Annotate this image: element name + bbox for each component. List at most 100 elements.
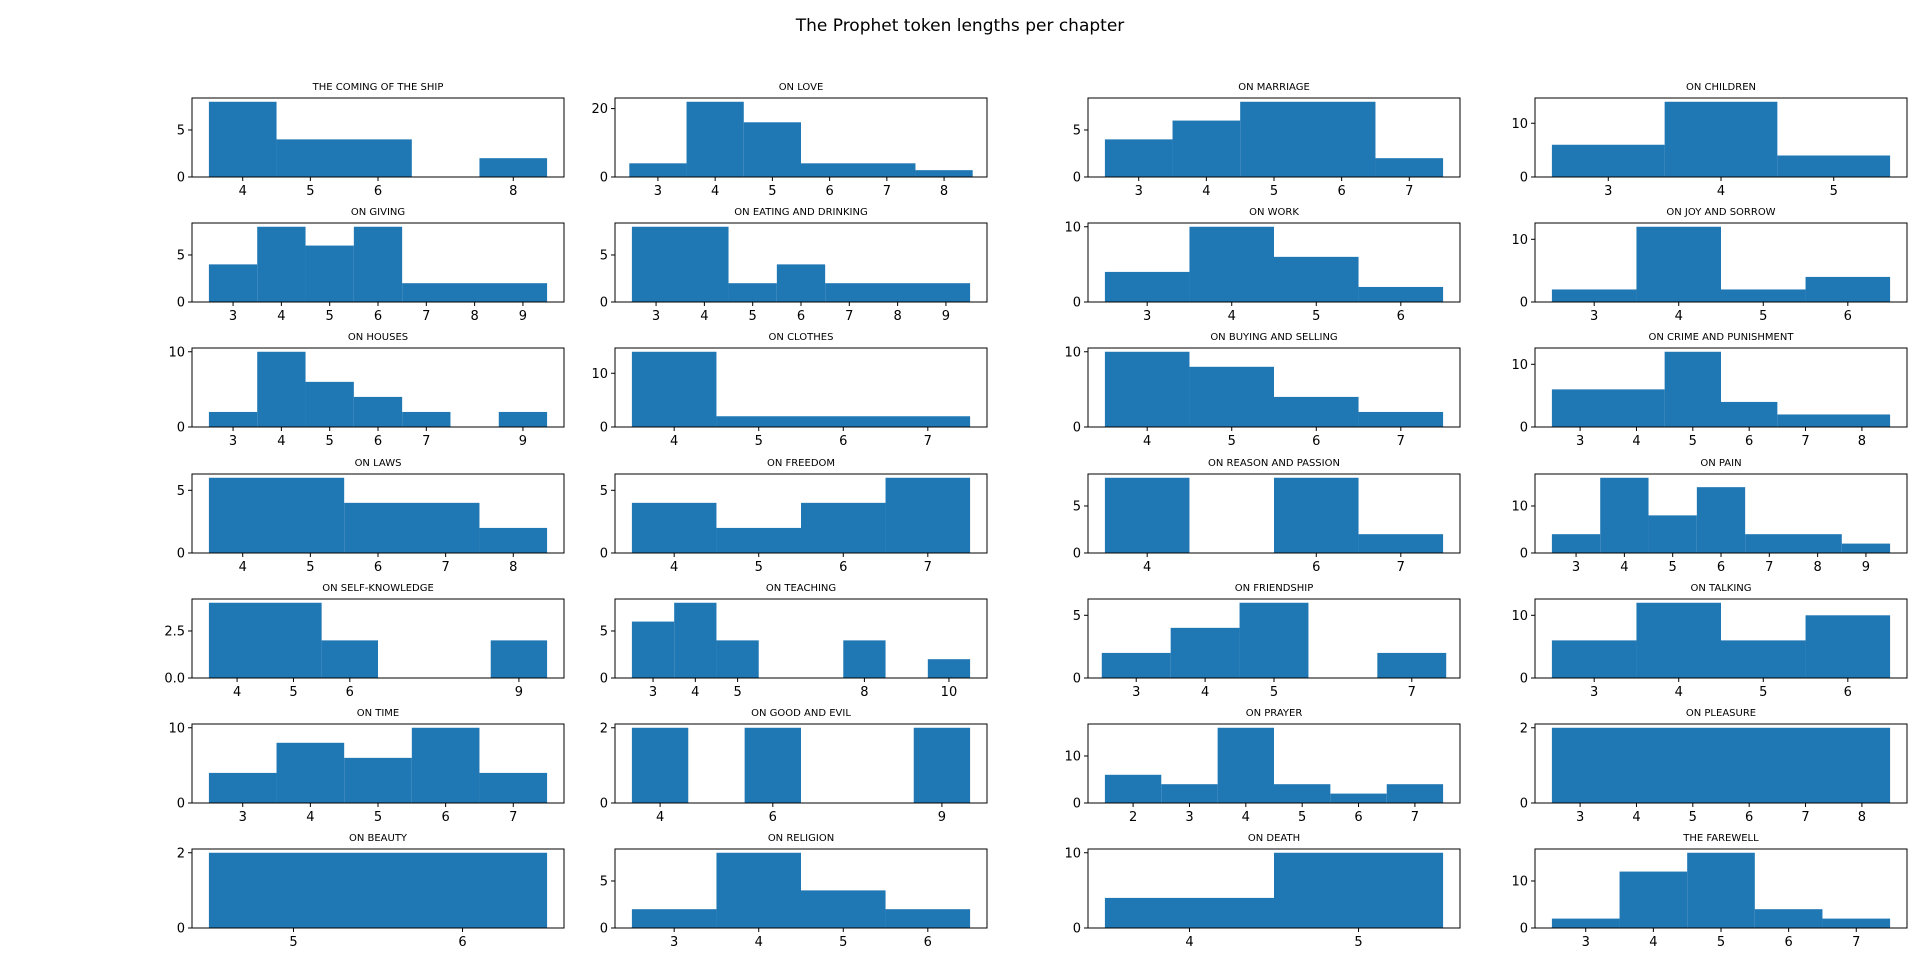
x-tick-label: 6 bbox=[769, 810, 777, 825]
y-tick-label: 0 bbox=[1073, 672, 1081, 687]
histogram-bar bbox=[716, 852, 801, 928]
subplot-19: ON FRIENDSHIP 3 4 5 7 0 5 bbox=[1073, 583, 1461, 700]
subplot-13: ON LAWS 4 5 6 7 8 0 5 bbox=[177, 458, 565, 575]
x-tick-label: 7 bbox=[1397, 434, 1405, 449]
x-tick-label: 5 bbox=[1689, 434, 1697, 449]
x-tick-label: 6 bbox=[1844, 685, 1852, 700]
y-tick-label: 10 bbox=[1064, 846, 1081, 861]
x-tick-label: 9 bbox=[519, 309, 527, 324]
subplot-title: ON LOVE bbox=[779, 82, 824, 93]
histogram-bar bbox=[716, 527, 801, 553]
x-tick-label: 9 bbox=[515, 685, 523, 700]
histogram-bar bbox=[1189, 226, 1274, 302]
plot-frame bbox=[614, 97, 988, 178]
plot-frame bbox=[614, 848, 988, 929]
x-tick-label: 6 bbox=[1784, 935, 1792, 950]
subplot-7: ON WORK 3 4 5 6 0 10 bbox=[1064, 207, 1461, 324]
y-tick-label: 0 bbox=[177, 171, 185, 186]
y-tick-label: 0 bbox=[177, 296, 185, 311]
x-tick-label: 8 bbox=[1858, 434, 1866, 449]
x-tick-label: 3 bbox=[229, 434, 237, 449]
x-tick-label: 4 bbox=[711, 184, 719, 199]
y-tick-label: 0 bbox=[177, 797, 185, 812]
x-tick-label: 3 bbox=[654, 184, 662, 199]
subplot-title: ON RELIGION bbox=[768, 833, 834, 844]
y-tick-label: 0 bbox=[600, 922, 608, 937]
histogram-bar bbox=[1664, 101, 1778, 177]
subplot-title: ON PAIN bbox=[1700, 458, 1741, 469]
histogram-bar bbox=[1777, 414, 1891, 427]
y-tick-label: 0 bbox=[600, 547, 608, 562]
y-tick-label: 5 bbox=[177, 248, 185, 263]
histogram-bar bbox=[631, 727, 689, 803]
x-tick-label: 7 bbox=[924, 434, 932, 449]
subplot-1: THE COMING OF THE SHIP 4 5 6 8 0 5 bbox=[177, 82, 565, 199]
histogram-bar bbox=[629, 163, 687, 177]
histogram-bar bbox=[1274, 396, 1359, 427]
histogram-bar bbox=[1161, 784, 1218, 803]
x-tick-label: 4 bbox=[277, 434, 285, 449]
histogram-bar bbox=[1104, 351, 1190, 427]
x-tick-label: 4 bbox=[1242, 810, 1250, 825]
y-tick-label: 0 bbox=[1520, 171, 1528, 186]
histogram-bar bbox=[305, 381, 354, 427]
y-tick-label: 0 bbox=[1073, 797, 1081, 812]
figure-title: The Prophet token lengths per chapter bbox=[795, 16, 1125, 36]
x-tick-label: 5 bbox=[289, 935, 297, 950]
x-tick-label: 5 bbox=[306, 560, 314, 575]
plot-frame bbox=[614, 347, 988, 428]
subplot-title: ON GOOD AND EVIL bbox=[751, 708, 851, 719]
x-tick-label: 8 bbox=[509, 560, 517, 575]
x-tick-label: 5 bbox=[839, 935, 847, 950]
x-tick-label: 4 bbox=[1143, 434, 1151, 449]
y-tick-label: 0 bbox=[600, 672, 608, 687]
x-tick-label: 6 bbox=[374, 309, 382, 324]
x-tick-label: 6 bbox=[346, 685, 354, 700]
histogram-bar bbox=[674, 602, 717, 678]
subplot-18: ON TEACHING 3 4 5 8 10 0 5 bbox=[600, 583, 988, 700]
x-tick-label: 5 bbox=[1270, 184, 1278, 199]
histogram-bar bbox=[498, 411, 548, 427]
x-tick-label: 5 bbox=[326, 309, 334, 324]
histogram-bar bbox=[1822, 918, 1891, 928]
x-tick-label: 7 bbox=[1765, 560, 1773, 575]
histogram-bar bbox=[915, 170, 973, 177]
subplot-26: ON RELIGION 3 4 5 6 0 5 bbox=[600, 833, 988, 950]
x-tick-label: 4 bbox=[277, 309, 285, 324]
subplot-11: ON BUYING AND SELLING 4 5 6 7 0 10 bbox=[1064, 332, 1461, 449]
histogram-bar bbox=[843, 640, 886, 678]
x-tick-label: 9 bbox=[938, 810, 946, 825]
y-tick-label: 2 bbox=[177, 846, 185, 861]
histogram-bar bbox=[1239, 602, 1309, 678]
histogram-bar bbox=[321, 640, 378, 678]
plot-frame bbox=[1534, 222, 1908, 303]
histogram-bar bbox=[1636, 226, 1721, 302]
x-tick-label: 6 bbox=[1717, 560, 1725, 575]
x-tick-label: 6 bbox=[1745, 810, 1753, 825]
histogram-bar bbox=[1777, 155, 1891, 177]
x-tick-label: 7 bbox=[1397, 560, 1405, 575]
y-tick-label: 2 bbox=[1520, 721, 1528, 736]
plot-frame bbox=[1087, 723, 1461, 804]
x-tick-label: 5 bbox=[755, 434, 763, 449]
subplot-title: ON PRAYER bbox=[1246, 708, 1303, 719]
x-tick-label: 4 bbox=[1675, 685, 1683, 700]
histogram-bar bbox=[1619, 871, 1688, 928]
x-tick-label: 6 bbox=[1312, 560, 1320, 575]
x-tick-label: 5 bbox=[1689, 810, 1697, 825]
histogram-bar bbox=[743, 122, 801, 177]
x-tick-label: 5 bbox=[289, 685, 297, 700]
x-tick-label: 4 bbox=[1675, 309, 1683, 324]
x-tick-label: 8 bbox=[860, 685, 868, 700]
histogram-bar bbox=[825, 283, 971, 302]
x-tick-label: 3 bbox=[1576, 434, 1584, 449]
y-tick-label: 0 bbox=[600, 171, 608, 186]
x-tick-label: 5 bbox=[1830, 184, 1838, 199]
plot-frame bbox=[1087, 473, 1461, 554]
histogram-bar bbox=[257, 226, 306, 302]
x-tick-label: 5 bbox=[1669, 560, 1677, 575]
histogram-bar bbox=[1104, 139, 1173, 177]
y-tick-label: 10 bbox=[1511, 117, 1528, 132]
histogram-bar bbox=[801, 163, 916, 177]
y-tick-label: 5 bbox=[600, 874, 608, 889]
